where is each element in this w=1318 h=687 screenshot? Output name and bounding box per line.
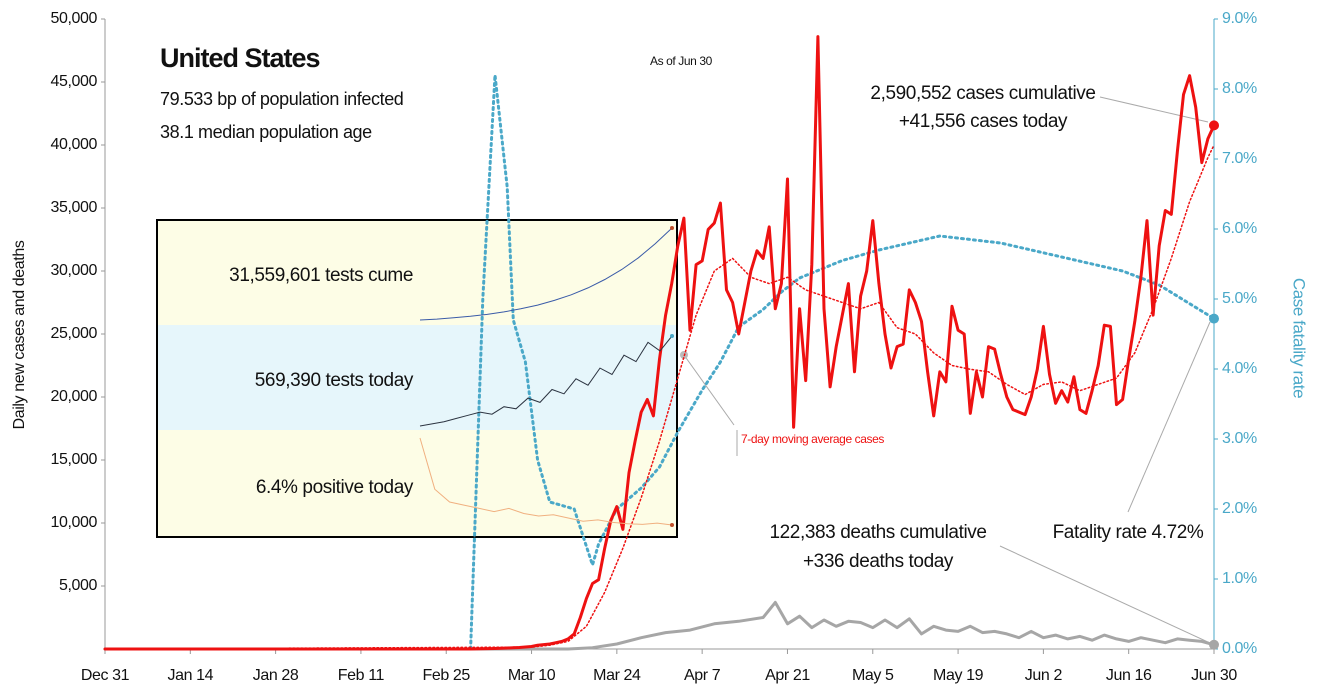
- y-axis-label: Daily new cases and deaths: [11, 240, 28, 429]
- as-of: As of Jun 30: [650, 54, 713, 68]
- annotation: Fatality rate 4.72%: [1053, 522, 1204, 543]
- end-marker: [1209, 120, 1219, 131]
- x-tick-label: Apr 7: [684, 667, 721, 684]
- y2-tick-label: 0.0%: [1222, 640, 1257, 657]
- series-line: [469, 73, 1216, 651]
- x-tick-label: Feb 11: [338, 667, 385, 684]
- leader-line: [1127, 321, 1211, 513]
- x-tick-label: Jan 28: [253, 667, 299, 684]
- x-tick-label: Jun 30: [1191, 667, 1237, 684]
- y2-tick-label: 9.0%: [1222, 10, 1257, 27]
- note: 79.533 bp of population infected: [160, 89, 403, 109]
- inset-band: [157, 220, 677, 325]
- x-tick-label: Dec 31: [81, 667, 130, 684]
- y2-tick-label: 4.0%: [1222, 360, 1257, 377]
- y-tick-label: 15,000: [50, 451, 97, 468]
- inset-band: [157, 325, 677, 430]
- x-tick-label: Mar 10: [508, 667, 556, 684]
- x-tick-label: Jun 16: [1106, 667, 1152, 684]
- leader-line: [1099, 96, 1209, 123]
- annotation: 122,383 deaths cumulative: [769, 522, 986, 543]
- y2-tick-label: 6.0%: [1222, 220, 1257, 237]
- inset-line: [419, 227, 673, 321]
- inset-line: [419, 335, 673, 427]
- note: 38.1 median population age: [160, 122, 372, 142]
- annotation: +336 deaths today: [803, 551, 954, 572]
- end-marker: [1209, 639, 1219, 650]
- leader-line: [683, 354, 735, 426]
- y2-tick-label: 2.0%: [1222, 500, 1257, 517]
- x-tick-label: Jun 2: [1025, 667, 1063, 684]
- x-tick-label: Apr 21: [765, 667, 810, 684]
- inset-end-marker: [670, 226, 674, 230]
- y-tick-label: 40,000: [50, 136, 97, 153]
- chart-title: United States: [160, 43, 320, 73]
- y2-axis-label: Case fatality rate: [1290, 278, 1309, 398]
- y2-tick-label: 8.0%: [1222, 80, 1257, 97]
- x-tick-label: Feb 25: [423, 667, 471, 684]
- inset-end-marker: [670, 523, 674, 527]
- x-tick-label: Jan 14: [167, 667, 213, 684]
- y-tick-label: 25,000: [50, 325, 97, 342]
- y-tick-label: 20,000: [50, 388, 97, 405]
- end-marker: [1209, 313, 1219, 324]
- y-tick-label: 5,000: [59, 577, 98, 594]
- y2-tick-label: 7.0%: [1222, 150, 1257, 167]
- y2-tick-label: 1.0%: [1222, 570, 1257, 587]
- inset-label: 6.4% positive today: [256, 477, 414, 498]
- inset-label: 569,390 tests today: [255, 370, 414, 391]
- y-tick-label: 45,000: [50, 73, 97, 90]
- x-tick-label: May 19: [933, 667, 984, 684]
- y-tick-label: 10,000: [50, 514, 97, 531]
- x-tick-label: Mar 24: [593, 667, 641, 684]
- x-tick-label: May 5: [852, 667, 894, 684]
- y-tick-label: 30,000: [50, 262, 97, 279]
- y-tick-label: 50,000: [50, 10, 97, 27]
- inset-label: 31,559,601 tests cume: [229, 265, 413, 286]
- y2-tick-label: 3.0%: [1222, 430, 1257, 447]
- y2-tick-label: 5.0%: [1222, 290, 1257, 307]
- inset-end-marker: [670, 334, 674, 338]
- annotation: +41,556 cases today: [899, 111, 1068, 132]
- series-line: [104, 144, 1215, 650]
- series-line: [103, 35, 1216, 651]
- leader-line: [999, 545, 1211, 644]
- inset-band: [157, 430, 677, 537]
- series-line: [103, 600, 1216, 651]
- inset-line: [419, 437, 673, 526]
- annotation: 2,590,552 cases cumulative: [870, 83, 1095, 104]
- series-label: 7-day moving average cases: [741, 432, 884, 446]
- y-tick-label: 35,000: [50, 199, 97, 216]
